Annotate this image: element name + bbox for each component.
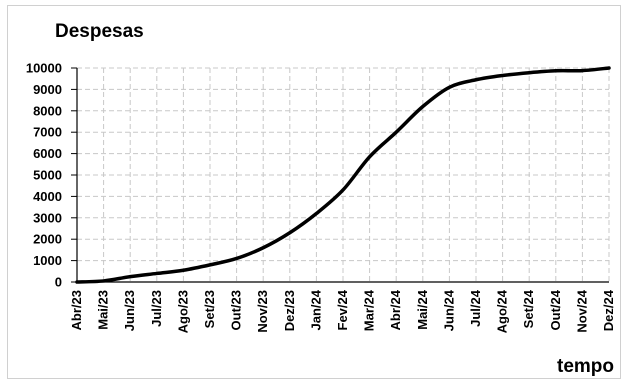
x-tick-label: Abr/24	[388, 289, 403, 330]
x-axis-ticks: Abr/23 Mai/23 Jun/23 Jul/23 Ago/23 Set/23 Out/…	[69, 289, 616, 333]
y-tick-label: 5000	[33, 168, 62, 183]
x-tick-label: Mai/24	[415, 289, 430, 330]
y-tick-label: 3000	[33, 210, 62, 225]
x-tick-label: Out/24	[548, 289, 563, 330]
chart-title: Despesas	[55, 21, 144, 42]
grid-lines	[77, 67, 610, 282]
y-tick-label: 7000	[33, 125, 62, 140]
y-tick-label: 9000	[33, 82, 62, 97]
x-tick-label: Dez/24	[601, 289, 616, 331]
x-axis-label: tempo	[557, 356, 614, 377]
x-tick-label: Fev/24	[335, 289, 350, 330]
x-tick-label: Jun/23	[122, 290, 137, 331]
x-tick-label: Ago/24	[495, 289, 510, 333]
x-tick-label: Mai/23	[96, 290, 111, 330]
chart-frame	[7, 5, 621, 379]
series	[75, 66, 611, 284]
x-tick-label: Jul/24	[468, 289, 483, 327]
y-tick-label: 2000	[33, 232, 62, 247]
x-tick-label: Abr/23	[69, 290, 84, 330]
y-tick-label: 8000	[33, 103, 62, 118]
y-tick-label: 6000	[33, 146, 62, 161]
x-tick-label: Ago/23	[175, 290, 190, 333]
x-tick-label: Jul/23	[149, 290, 164, 327]
y-tick-label: 10000	[26, 61, 62, 76]
y-tick-label: 1000	[33, 253, 62, 268]
x-tick-label: Out/23	[229, 290, 244, 330]
x-tick-label: Set/23	[202, 290, 217, 328]
x-tick-label: Dez/23	[282, 290, 297, 331]
x-tick-label: Jan/24	[308, 289, 323, 330]
y-axis-ticks: 0 1000 2000 3000 4000 5000 6000 7000 8000 9000 100…	[26, 61, 62, 290]
x-tick-label: Mar/24	[362, 289, 377, 331]
x-tick-label: Nov/24	[574, 289, 589, 332]
x-tick-label: Set/24	[521, 289, 536, 328]
x-tick-label: Nov/23	[255, 290, 270, 333]
y-tick-label: 4000	[33, 189, 62, 204]
y-tick-label: 0	[55, 275, 62, 290]
x-tick-label: Jun/24	[441, 289, 456, 331]
axes	[71, 67, 609, 283]
